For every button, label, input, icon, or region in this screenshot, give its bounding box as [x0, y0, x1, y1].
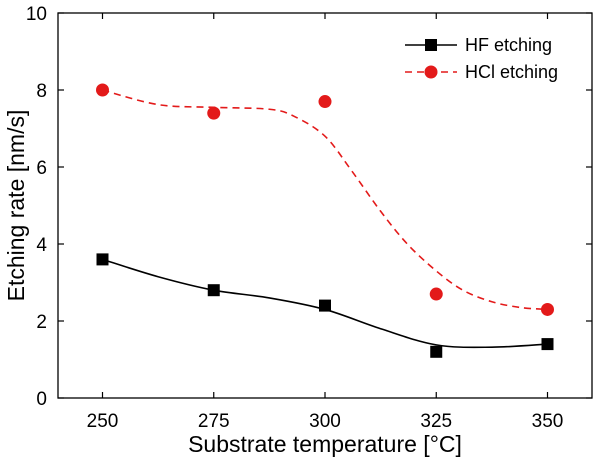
legend-label-hcl-etching: HCl etching [465, 62, 558, 82]
hf-etching-point [430, 345, 443, 358]
y-tick-label: 10 [26, 4, 47, 25]
hcl-etching-point [318, 95, 332, 109]
legend-marker-hf-etching [425, 39, 437, 51]
hcl-etching-point [207, 106, 221, 120]
x-tick-label: 250 [87, 411, 119, 432]
hcl-etching-fit-line [102, 89, 548, 311]
x-tick-label: 275 [198, 411, 230, 432]
y-axis-title: Etching rate [nm/s] [3, 110, 29, 302]
hcl-etching-point [96, 83, 109, 97]
y-tick-label: 4 [36, 235, 47, 256]
y-tick-label: 2 [36, 312, 47, 333]
x-tick-label: 300 [309, 411, 341, 432]
y-axis-ticks: 0 2 4 6 8 10 [26, 4, 592, 410]
legend-label-hf-etching: HF etching [465, 35, 552, 55]
hf-etching-point [541, 338, 554, 351]
y-tick-label: 0 [36, 389, 47, 410]
series-layer [96, 83, 554, 358]
hf-etching-point [96, 253, 109, 266]
x-axis-title: Substrate temperature [°C] [188, 431, 462, 457]
x-tick-label: 325 [420, 411, 452, 432]
x-tick-label: 350 [532, 411, 564, 432]
y-tick-label: 8 [36, 81, 47, 102]
legend-marker-hcl-etching [424, 65, 438, 79]
x-axis-ticks: 250 275 300 325 350 [87, 13, 564, 432]
hf-etching-point [319, 299, 331, 312]
hf-etching-point [207, 284, 220, 297]
legend: HF etching HCl etching [405, 35, 558, 82]
hcl-etching-point [541, 302, 554, 316]
y-tick-label: 6 [36, 158, 47, 179]
hcl-etching-point [429, 287, 443, 301]
